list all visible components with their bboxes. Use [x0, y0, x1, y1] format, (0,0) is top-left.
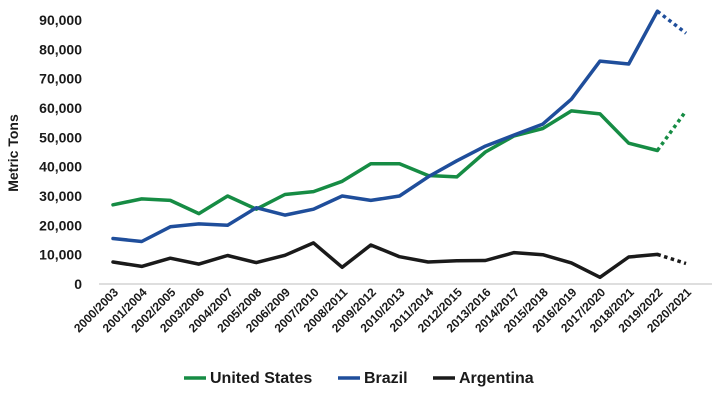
y-tick-label: 40,000 [39, 159, 82, 175]
series-line-solid [111, 9, 660, 244]
y-axis-label: Metric Tons [5, 114, 21, 192]
series-line-projected [655, 109, 688, 152]
legend-label: Brazil [364, 370, 408, 387]
y-tick-label: 50,000 [39, 129, 82, 145]
series-brazil [111, 9, 688, 244]
y-tick-label: 0 [74, 276, 82, 292]
y-tick-label: 60,000 [39, 100, 82, 116]
x-ticks: 2000/20032001/20042002/20052003/20062004… [71, 285, 694, 335]
y-ticks: 0 10,000 20,000 30,000 40,000 50,000 60,000 70,… [39, 12, 82, 292]
y-tick-label: 70,000 [39, 71, 82, 87]
series-argentina [111, 241, 687, 280]
y-tick-label: 80,000 [39, 41, 82, 57]
y-axis-label-group: Metric Tons [5, 114, 21, 192]
series-line-solid [111, 109, 660, 216]
series-line-solid [111, 241, 660, 280]
series-group [111, 9, 688, 280]
legend: United States Brazil Argentina [184, 370, 534, 387]
series-line-projected [656, 9, 688, 35]
legend-label: United States [210, 370, 312, 387]
y-tick-label: 30,000 [39, 188, 82, 204]
y-tick-label: 20,000 [39, 217, 82, 233]
y-tick-label: 90,000 [39, 12, 82, 28]
legend-label: Argentina [459, 370, 534, 387]
series-line-projected [656, 252, 687, 266]
y-tick-label: 10,000 [39, 247, 82, 263]
series-united-states [111, 109, 688, 216]
